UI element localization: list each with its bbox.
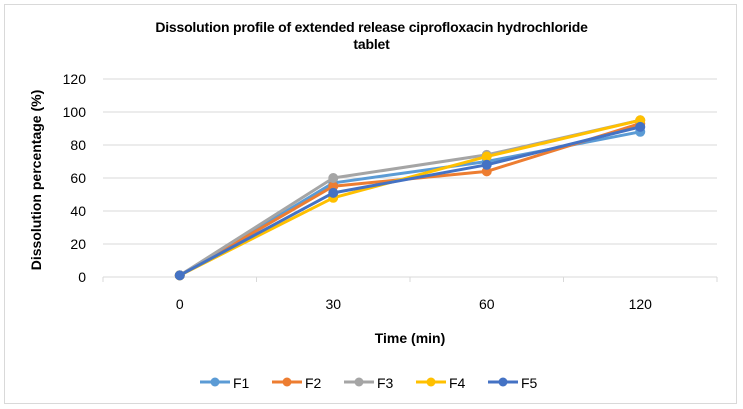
series-line-f5 <box>178 125 642 277</box>
data-point-f5-60 <box>481 159 492 170</box>
legend-item-f1: F1 <box>200 375 250 391</box>
legend-marker-f2 <box>282 377 292 387</box>
y-tick-label-100: 100 <box>63 104 87 120</box>
legend-marker-f4 <box>426 377 436 387</box>
series-line-f2 <box>178 122 642 277</box>
legend-item-f3: F3 <box>344 375 394 391</box>
x-tick-label-0: 0 <box>176 296 184 312</box>
x-tick-label-30: 30 <box>325 296 341 312</box>
y-tick-label-80: 80 <box>70 137 86 153</box>
data-point-f5-120 <box>635 121 646 132</box>
series-f3 <box>174 115 646 281</box>
legend-item-f2: F2 <box>272 375 322 391</box>
x-axis-title: Time (min) <box>375 330 446 346</box>
y-tick-label-60: 60 <box>70 170 86 186</box>
chart-title: Dissolution profile of extended release … <box>0 19 743 53</box>
series-f4 <box>174 115 646 281</box>
y-tick-label-40: 40 <box>70 203 86 219</box>
legend-marker-f1 <box>210 377 220 387</box>
y-tick-label-0: 0 <box>78 269 86 285</box>
series-f5 <box>174 121 646 281</box>
y-axis-ticks: 0 20 40 60 80 100 120 <box>63 71 87 285</box>
legend-label-f5: F5 <box>521 375 538 391</box>
series-line-f4 <box>178 118 642 277</box>
legend-marker-f3 <box>354 377 364 387</box>
chart-title-line-2: tablet <box>353 36 390 52</box>
x-tick-label-60: 60 <box>479 296 495 312</box>
legend-label-f3: F3 <box>377 375 394 391</box>
legend-label-f2: F2 <box>305 375 322 391</box>
x-tick-label-120: 120 <box>629 296 653 312</box>
data-point-f4-60 <box>481 151 492 162</box>
chart-title-line-1: Dissolution profile of extended release … <box>155 19 588 35</box>
legend-item-f5: F5 <box>488 375 538 391</box>
data-point-f5-30 <box>328 187 339 198</box>
legend: F1 F2 F3 F4 F5 <box>200 375 538 391</box>
legend-label-f1: F1 <box>233 375 250 391</box>
data-point-f3-30 <box>328 173 339 183</box>
y-tick-label-20: 20 <box>70 236 86 252</box>
series-f1 <box>174 126 646 281</box>
chart-frame <box>4 4 737 404</box>
series-line-f1 <box>178 130 642 277</box>
y-tick-label-120: 120 <box>63 71 87 87</box>
legend-label-f4: F4 <box>449 375 466 391</box>
series-group <box>174 115 646 281</box>
y-axis-title: Dissolution percentage (%) <box>28 90 44 270</box>
legend-item-f4: F4 <box>416 375 466 391</box>
legend-marker-f5 <box>498 377 508 387</box>
x-axis: 0 30 60 120 <box>102 277 718 312</box>
data-point-f5-0 <box>174 270 185 281</box>
